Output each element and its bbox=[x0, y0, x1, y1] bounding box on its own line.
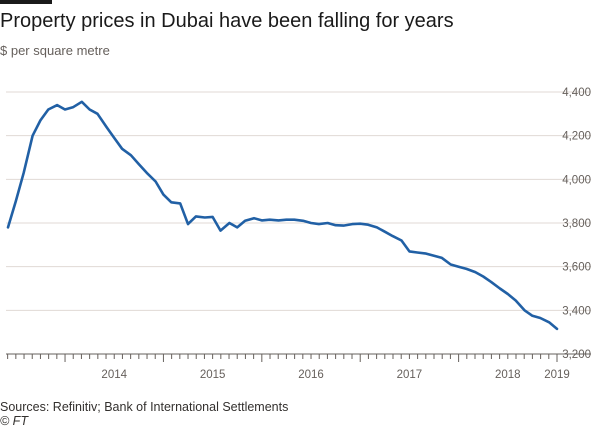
y-tick-label: 4,200 bbox=[562, 131, 591, 143]
x-tick-label: 2016 bbox=[298, 369, 324, 381]
y-tick-label: 3,400 bbox=[562, 305, 591, 317]
y-tick-label: 3,200 bbox=[562, 349, 591, 361]
chart-subtitle: $ per square metre bbox=[0, 43, 110, 58]
source-note: Sources: Refinitiv; Bank of Internationa… bbox=[0, 400, 289, 414]
price-series-line bbox=[6, 100, 559, 331]
x-tick-label: 2019 bbox=[544, 369, 570, 381]
x-tick-label: 2015 bbox=[200, 369, 226, 381]
x-tick-label: 2017 bbox=[397, 369, 423, 381]
grid-lines bbox=[6, 91, 591, 311]
ft-credit: © FT bbox=[0, 414, 28, 428]
x-tick-label: 2018 bbox=[495, 369, 521, 381]
y-tick-label: 4,000 bbox=[562, 174, 591, 186]
ft-top-rule bbox=[0, 0, 52, 4]
series-layer bbox=[6, 100, 559, 331]
chart-title: Property prices in Dubai have been falli… bbox=[0, 10, 454, 32]
y-tick-label: 3,800 bbox=[562, 218, 591, 230]
y-tick-label: 4,400 bbox=[562, 87, 591, 99]
x-tick-label: 2014 bbox=[101, 369, 127, 381]
y-tick-label: 3,600 bbox=[562, 262, 591, 274]
y-axis-tick-labels: 3,200 3,400 3,600 3,800 4,000 4,200 4,400 bbox=[562, 87, 591, 361]
x-axis: 2014 2015 2016 2017 2018 2019 bbox=[6, 353, 591, 381]
